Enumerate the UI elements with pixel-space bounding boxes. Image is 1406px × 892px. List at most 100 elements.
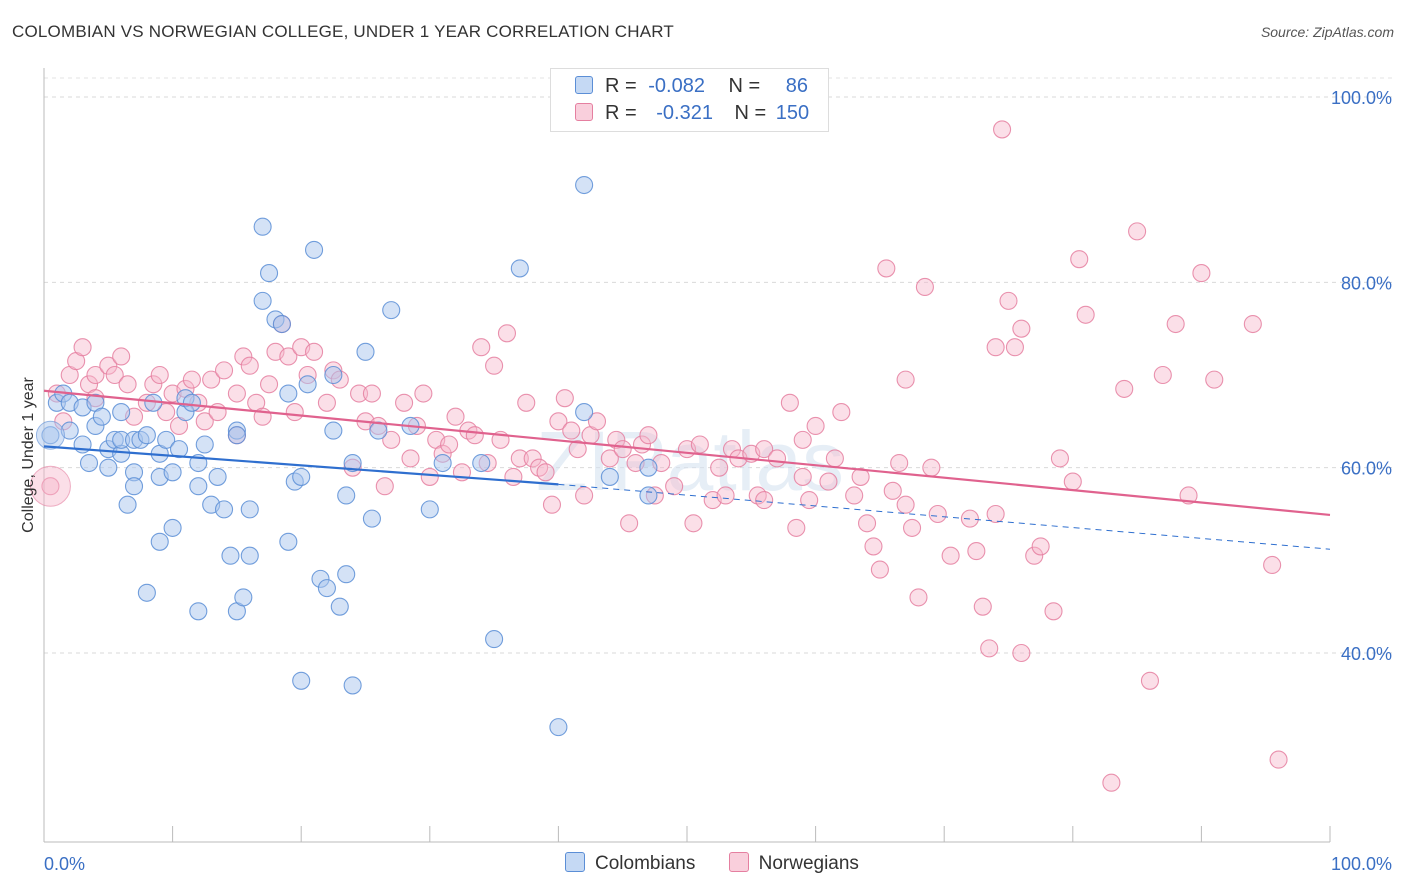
norwegians-point [536, 463, 555, 482]
norwegians-point [395, 393, 414, 412]
colombians-point [157, 430, 176, 449]
y-tick-label: 60.0% [1341, 459, 1392, 479]
legend-label-norwegians: Norwegians [758, 853, 859, 874]
norwegians-point [1005, 338, 1024, 357]
norwegians-point [993, 120, 1012, 139]
norwegians-point [446, 407, 465, 426]
norwegians-point [285, 403, 304, 422]
norwegians-point [1025, 546, 1044, 565]
norwegians-point [86, 365, 105, 385]
colombians-point [163, 463, 182, 482]
colombians-point [259, 264, 279, 283]
colombians-point [337, 486, 356, 505]
legend-n-value: 150 [775, 102, 810, 124]
norwegians-point [1076, 305, 1095, 324]
legend-r-value: -0.082 [648, 75, 705, 97]
tick-labels: 100.0% 80.0% 60.0% 40.0% 0.0% 100.0% [44, 88, 1392, 874]
norwegians-point [980, 639, 999, 658]
colombians-point [292, 671, 311, 690]
norwegians-point [665, 477, 684, 496]
legend-n-value: 86 [785, 75, 809, 97]
colombians-point [382, 301, 401, 320]
norwegians-point [465, 426, 484, 445]
colombians-point [279, 384, 298, 403]
norwegians-point [555, 389, 574, 408]
norwegians-point [793, 430, 812, 449]
norwegians-point [150, 365, 169, 385]
colombians-point [169, 440, 189, 459]
norwegians-point [967, 542, 986, 561]
colombians-trend-extension [558, 483, 1331, 550]
x-tick-label: 0.0% [44, 854, 85, 874]
colombians-point [343, 453, 362, 473]
chart-title: COLOMBIAN VS NORWEGIAN COLLEGE, UNDER 1 … [12, 22, 674, 41]
legend-n-label: N = [734, 102, 767, 124]
norwegians-point [819, 472, 838, 491]
norwegians-point [1063, 472, 1082, 491]
norwegians-point [99, 356, 118, 375]
colombians-point [124, 477, 144, 496]
norwegians-point [877, 259, 896, 278]
norwegians-point [710, 458, 729, 477]
norwegians-point [41, 477, 60, 496]
norwegians-point [825, 449, 844, 468]
colombians-point [189, 477, 208, 496]
norwegians-point [497, 324, 517, 343]
colombians-point [118, 495, 137, 514]
colombians-point [485, 630, 504, 649]
norwegians-point [1269, 750, 1288, 769]
norwegians-point [915, 277, 934, 297]
norwegians-point [755, 440, 774, 459]
norwegians-point [1031, 537, 1050, 556]
norwegians-point [600, 449, 619, 468]
norwegians-point [1044, 602, 1063, 621]
norwegians-point [259, 375, 279, 394]
norwegians-point [973, 597, 992, 616]
colombians-point [92, 407, 111, 426]
norwegians-point [755, 491, 774, 510]
norwegians-point [234, 347, 253, 366]
colombians-point [324, 365, 343, 385]
x-tick-label: 100.0% [1331, 854, 1392, 874]
colombians-point [549, 718, 568, 737]
norwegians-point [787, 518, 806, 537]
norwegians-point [562, 421, 581, 440]
colombians-point-large [35, 420, 65, 450]
colombians-point [420, 500, 439, 519]
colombians-point [189, 602, 208, 621]
norwegians-point [896, 370, 915, 389]
norwegians-point [1166, 314, 1185, 334]
norwegians-point [144, 375, 163, 394]
norwegians-point [1012, 319, 1031, 338]
norwegians-point [362, 384, 381, 403]
norwegians-point [530, 458, 549, 477]
norwegians-point [1263, 555, 1282, 575]
series-legend: Colombians Norwegians [565, 852, 887, 875]
norwegians-point [1115, 379, 1134, 398]
colombians-point [240, 546, 259, 565]
legend-swatch-pink [728, 852, 749, 872]
norwegians-point [414, 384, 433, 403]
colombians-point [305, 240, 324, 259]
colombians-point [272, 314, 291, 334]
colombians-point [639, 458, 658, 477]
chart-source: Source: ZipAtlas.com [1260, 24, 1394, 40]
legend-r-label: R = [605, 102, 637, 124]
norwegians-point [523, 449, 542, 468]
norwegians-point [202, 370, 221, 389]
norwegians-point [832, 403, 851, 422]
colombians-point [433, 453, 452, 473]
norwegians-point [568, 440, 587, 459]
norwegians-point [1153, 365, 1172, 385]
norwegians-points [29, 120, 1288, 792]
norwegians-point-large [29, 465, 71, 507]
legend-row-colombians: R = -0.082 N = 86 [575, 75, 808, 101]
colombians-point [182, 393, 201, 412]
colombians-point [600, 467, 619, 486]
norwegians-point [182, 370, 201, 389]
norwegians-point [420, 467, 439, 486]
norwegians-point [485, 356, 504, 375]
colombians-point [227, 426, 246, 445]
legend-item-norwegians: Norwegians [728, 852, 859, 875]
norwegians-point [510, 449, 529, 468]
